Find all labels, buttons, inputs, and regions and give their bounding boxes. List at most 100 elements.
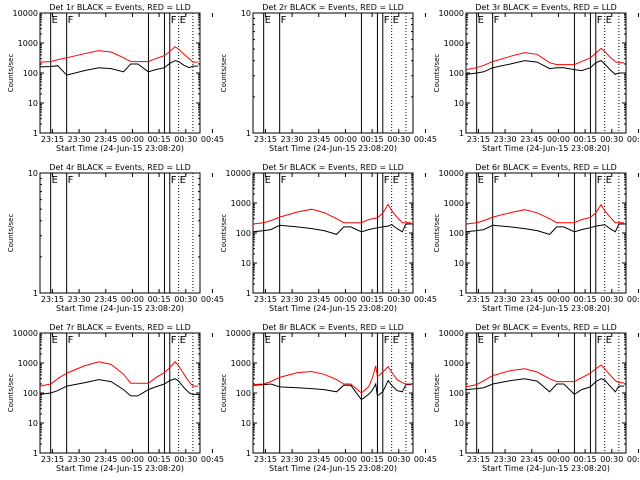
marker-letter: E [265, 15, 271, 26]
x-tick-label: 23:45 [520, 295, 543, 304]
chart-panel: Det 6r BLACK = Events, RED = LLD Counts/s… [433, 163, 640, 313]
y-tick-label: 10000 [439, 9, 464, 18]
x-tick-label: 23:30 [281, 455, 304, 464]
y-tick-label: 100 [449, 229, 464, 238]
y-axis-label: Counts/sec [7, 374, 15, 413]
events-series-line [252, 379, 412, 401]
x-tick-label: 23:30 [281, 135, 304, 144]
panel-title: Det 5r BLACK = Events, RED = LLD [262, 163, 404, 172]
y-tick-label: 10 [454, 259, 464, 268]
lld-series-line [39, 361, 199, 387]
plot-frame [465, 12, 627, 134]
events-series-line [252, 223, 412, 235]
y-tick-label: 10 [454, 419, 464, 428]
x-tick-label: 00:30 [387, 455, 410, 464]
marker-letter: E [393, 175, 399, 186]
marker-letter: F [597, 15, 603, 26]
marker-letter: E [180, 335, 186, 346]
lld-series-line [465, 47, 625, 71]
x-axis-label: Start Time (24-Jun-15 23:08:20) [269, 464, 397, 473]
marker-letter: E [265, 175, 271, 186]
x-tick-label: 23:15 [467, 135, 490, 144]
x-axis-label: Start Time (24-Jun-15 23:08:20) [482, 304, 610, 313]
marker-letter: E [478, 175, 484, 186]
y-tick-label: 10000 [226, 329, 251, 338]
chart-panel: Det 2r BLACK = Events, RED = LLD Counts/s… [220, 3, 437, 153]
x-axis-label: Start Time (24-Jun-15 23:08:20) [56, 144, 184, 153]
x-tick-label: 00:00 [547, 455, 570, 464]
y-axis-label: Counts/sec [433, 214, 441, 253]
x-tick-label: 00:15 [574, 455, 597, 464]
x-tick-label: 23:30 [494, 295, 517, 304]
x-tick-label: 00:30 [600, 455, 623, 464]
chart-panel: Det 9r BLACK = Events, RED = LLD Counts/s… [433, 323, 640, 473]
y-tick-label: 10 [454, 99, 464, 108]
x-tick-label: 00:30 [174, 455, 197, 464]
x-axis-label: Start Time (24-Jun-15 23:08:20) [269, 144, 397, 153]
x-tick-label: 00:15 [361, 295, 384, 304]
x-tick-label: 23:15 [41, 135, 64, 144]
chart-panel: Det 4r BLACK = Events, RED = LLD Counts/s… [7, 163, 224, 313]
y-tick-label: 10000 [13, 329, 38, 338]
x-axis-label: Start Time (24-Jun-15 23:08:20) [56, 464, 184, 473]
x-tick-label: 23:15 [467, 295, 490, 304]
x-tick-label: 00:45 [414, 295, 437, 304]
x-axis-label: Start Time (24-Jun-15 23:08:20) [482, 464, 610, 473]
x-tick-label: 00:45 [414, 455, 437, 464]
x-tick-label: 23:15 [467, 455, 490, 464]
marker-letter: E [265, 335, 271, 346]
y-tick-label: 1 [246, 129, 251, 138]
events-series-line [465, 378, 625, 396]
x-tick-label: 23:30 [281, 295, 304, 304]
y-tick-label: 1 [459, 129, 464, 138]
y-tick-label: 1 [33, 449, 38, 458]
x-tick-label: 00:00 [334, 295, 357, 304]
chart-panel: Det 7r BLACK = Events, RED = LLD Counts/s… [7, 323, 224, 473]
y-tick-label: 10000 [226, 169, 251, 178]
y-tick-label: 1 [246, 289, 251, 298]
events-series-line [465, 60, 625, 75]
y-tick-label: 10 [241, 9, 251, 18]
x-tick-label: 00:00 [121, 455, 144, 464]
events-series-line [465, 223, 625, 235]
x-tick-label: 00:45 [627, 455, 640, 464]
x-tick-label: 23:15 [254, 455, 277, 464]
y-tick-label: 100 [449, 389, 464, 398]
plot-frame [252, 12, 414, 134]
panel-title: Det 6r BLACK = Events, RED = LLD [475, 163, 617, 172]
marker-letter: E [606, 15, 612, 26]
x-axis-label: Start Time (24-Jun-15 23:08:20) [482, 144, 610, 153]
lld-series-line [252, 203, 412, 225]
x-tick-label: 00:15 [574, 295, 597, 304]
x-tick-label: 00:15 [148, 135, 171, 144]
x-tick-label: 23:15 [254, 135, 277, 144]
marker-letter: E [478, 15, 484, 26]
x-tick-label: 00:45 [201, 455, 224, 464]
x-tick-label: 23:30 [494, 135, 517, 144]
panel-title: Det 9r BLACK = Events, RED = LLD [475, 323, 617, 332]
lld-series-line [465, 203, 625, 225]
lld-series-line [39, 45, 199, 63]
x-tick-label: 00:00 [547, 135, 570, 144]
chart-panel: Det 8r BLACK = Events, RED = LLD Counts/s… [220, 323, 437, 473]
panel-title: Det 1r BLACK = Events, RED = LLD [49, 3, 191, 12]
panel-title: Det 7r BLACK = Events, RED = LLD [49, 323, 191, 332]
panel-title: Det 2r BLACK = Events, RED = LLD [262, 3, 404, 12]
x-tick-label: 23:45 [307, 455, 330, 464]
y-tick-label: 10 [28, 419, 38, 428]
plot-frame [39, 332, 201, 454]
x-tick-label: 00:15 [361, 455, 384, 464]
marker-letter: F [384, 15, 390, 26]
y-tick-label: 1000 [18, 359, 38, 368]
marker-letter: F [494, 175, 500, 186]
x-tick-label: 00:15 [574, 135, 597, 144]
y-tick-label: 1000 [444, 359, 464, 368]
y-tick-label: 100 [236, 389, 251, 398]
marker-letter: F [171, 175, 177, 186]
y-tick-label: 1000 [444, 39, 464, 48]
marker-letter: E [180, 175, 186, 186]
marker-letter: F [494, 15, 500, 26]
marker-letter: F [68, 335, 74, 346]
marker-letter: F [68, 15, 74, 26]
